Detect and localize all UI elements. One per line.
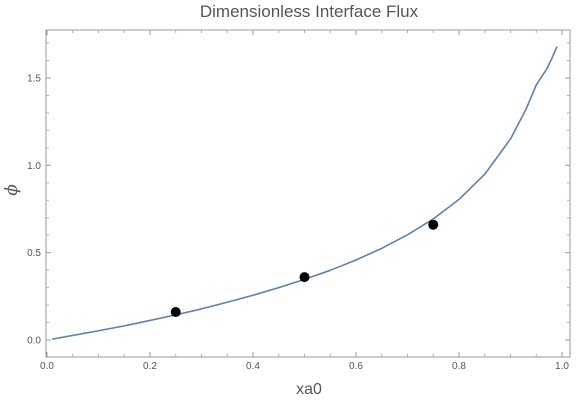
y-tick-label: 1.0: [27, 161, 41, 172]
x-tick-label: 0.6: [349, 361, 363, 372]
x-tick-label: 0.8: [452, 361, 466, 372]
axis-ticks: 0.0 0.2 0.4 0.6 0.8 1.0 0.0 0.5 1.0 1.5: [27, 30, 570, 372]
phi-curve: [52, 46, 558, 340]
data-point: [170, 307, 181, 318]
y-axis-label: ϕ: [2, 184, 22, 196]
y-tick-label: 0.0: [27, 336, 41, 347]
plot-border: [45, 29, 571, 358]
scatter-layer: [170, 219, 439, 318]
data-point: [428, 219, 439, 230]
data-point: [299, 272, 310, 283]
x-tick-label: 0.2: [143, 361, 157, 372]
chart-title: Dimensionless Interface Flux: [200, 2, 419, 21]
y-tick-label: 1.5: [27, 74, 41, 85]
x-tick-label: 0.4: [246, 361, 260, 372]
plot-frame: [45, 29, 571, 358]
y-tick-label: 0.5: [27, 248, 41, 259]
x-tick-label: 1.0: [555, 361, 569, 372]
x-axis-label: xa0: [296, 381, 322, 398]
series-layer: [52, 46, 558, 340]
x-tick-label: 0.0: [40, 361, 54, 372]
